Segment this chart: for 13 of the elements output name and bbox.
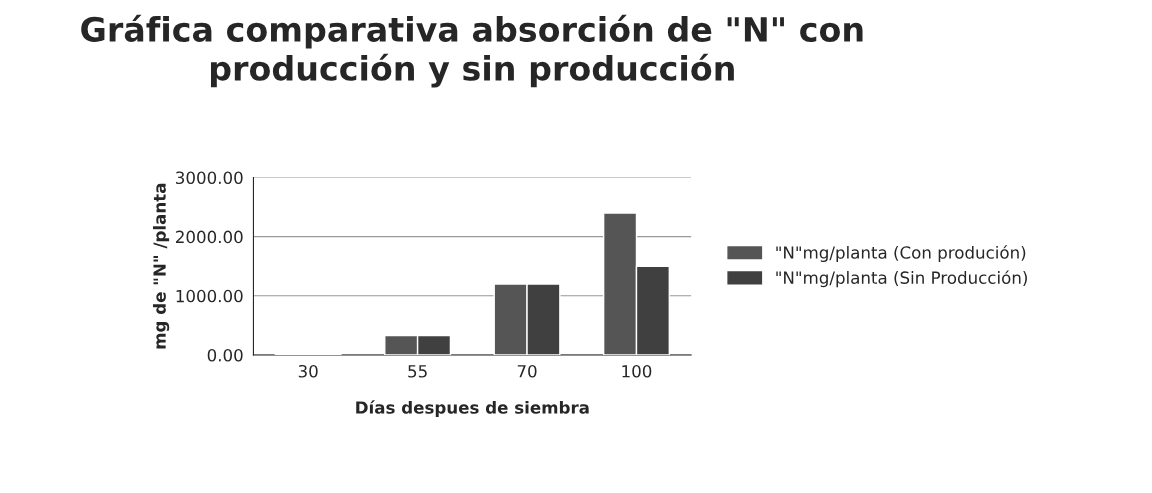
x-tick-label: 55 <box>408 365 427 378</box>
legend-label: "N"mg/planta (Con produción) <box>776 245 1026 263</box>
x-tick-label: 70 <box>517 364 537 378</box>
y-tick-label: 0.00 <box>207 348 243 362</box>
chart-title: Gráfica comparativa absorción de "N" con producción y sin producción <box>81 14 863 88</box>
x-axis-title: Días despues de siembra <box>356 400 589 418</box>
legend-label: "N"mg/planta (Sin Producción) <box>776 270 1027 288</box>
x-tick-label: 100 <box>622 364 652 378</box>
y-axis-title: mg de "N" /planta <box>152 183 170 349</box>
y-tick-label: 1000.00 <box>176 289 243 303</box>
y-tick-label: 2000.00 <box>176 230 243 244</box>
x-tick-label: 30 <box>298 364 318 378</box>
y-tick-label: 3000.00 <box>176 171 243 185</box>
